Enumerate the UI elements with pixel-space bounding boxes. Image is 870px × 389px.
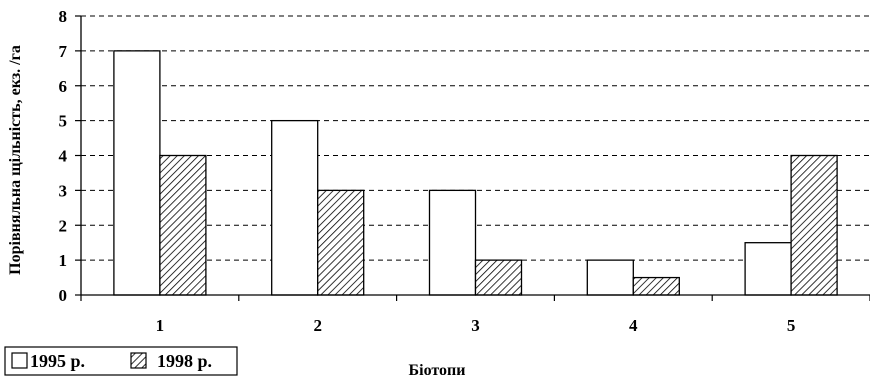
y-tick-label-5: 5 [59, 112, 68, 131]
bar-1998р-cat-5 [790, 154, 838, 296]
bar-1995р-cat-4 [586, 259, 634, 296]
bar-1998р-cat-4 [632, 276, 680, 296]
x-tick-label-2: 2 [313, 316, 322, 335]
bar-1995р-cat-3 [428, 189, 477, 296]
x-tick-label-4: 4 [629, 316, 638, 335]
x-tick-labels: 1 2 3 4 5 [156, 316, 796, 335]
x-tick-label-3: 3 [471, 316, 480, 335]
legend: 1995 р. 1998 р. [4, 346, 238, 376]
y-tick-label-7: 7 [59, 42, 68, 61]
y-tick-label-8: 8 [59, 7, 68, 26]
gridlines [81, 15, 870, 261]
bar-1998р-cat-2 [317, 189, 365, 296]
y-axis-title: Порівняльна щільність, екз. /га [7, 45, 24, 275]
y-tick-label-2: 2 [59, 216, 68, 235]
x-tick-label-5: 5 [787, 316, 796, 335]
bars [113, 50, 838, 296]
y-tick-label-1: 1 [59, 251, 68, 270]
x-tick-label-1: 1 [156, 316, 165, 335]
bar-1998р-cat-1 [159, 154, 207, 296]
legend-swatch-1995 [11, 352, 28, 369]
y-tick-label-3: 3 [59, 181, 68, 200]
bar-1995р-cat-5 [744, 242, 792, 296]
axes [75, 15, 870, 301]
legend-swatch-1998 [130, 352, 147, 369]
bar-1995р-cat-1 [113, 50, 161, 296]
y-tick-label-6: 6 [59, 77, 68, 96]
y-tick-label-0: 0 [59, 286, 68, 305]
bar-1995р-cat-2 [271, 119, 319, 296]
legend-box [4, 346, 238, 376]
x-axis-title: Біотопи [409, 362, 466, 379]
legend-label-1995: 1995 р. [30, 351, 85, 371]
y-tick-label-4: 4 [59, 147, 68, 166]
bar-1998р-cat-3 [474, 259, 523, 296]
y-tick-labels: 0 1 2 3 4 5 6 7 8 [59, 7, 68, 305]
legend-label-1998: 1998 р. [157, 351, 212, 371]
